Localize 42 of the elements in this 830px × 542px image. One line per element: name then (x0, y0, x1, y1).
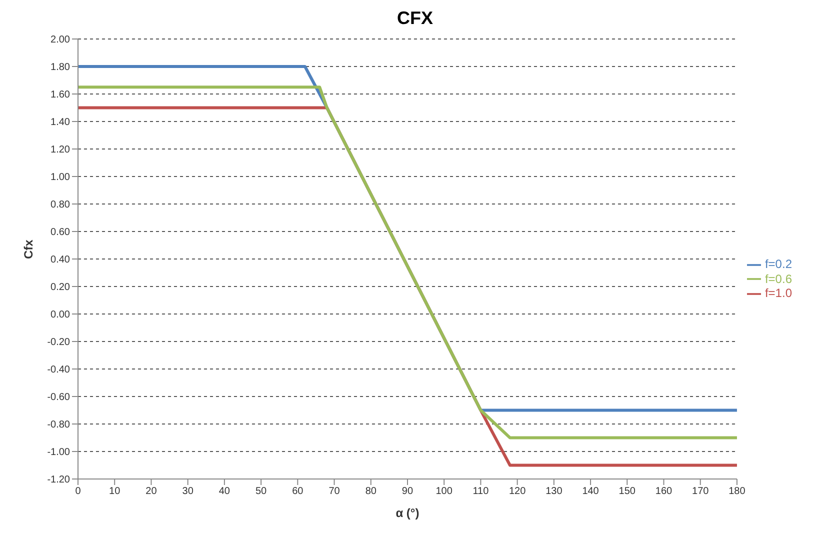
x-axis-title: α (°) (396, 506, 420, 520)
x-tick-label: 160 (655, 486, 673, 498)
y-tick-label: 1.40 (50, 117, 70, 128)
x-tick-label: 70 (328, 486, 340, 498)
y-tick-label: 0.00 (50, 310, 70, 321)
x-tick-label: 180 (728, 486, 746, 498)
legend-label: f=0.6 (764, 272, 792, 286)
x-tick-label: 100 (436, 486, 453, 498)
x-tick-label: 110 (472, 486, 490, 498)
y-tick-label: 1.20 (50, 144, 70, 156)
x-tick-label: 50 (255, 486, 268, 498)
y-tick-label: 1.60 (50, 90, 70, 101)
x-tick-label: 120 (508, 486, 526, 498)
y-tick-label: -0.20 (47, 337, 70, 348)
y-tick-label: 1.00 (50, 172, 70, 184)
x-tick-label: 0 (75, 486, 82, 498)
legend-label: f=0.2 (764, 256, 792, 271)
y-tick-label: -0.60 (47, 392, 70, 404)
y-tick-label: 2.00 (50, 34, 70, 46)
x-tick-label: 20 (146, 486, 158, 498)
y-tick-label: 1.80 (50, 62, 70, 74)
y-tick-label: 0.40 (50, 254, 70, 266)
chart-title: CFX (396, 8, 434, 29)
x-tick-label: 170 (692, 486, 710, 498)
y-tick-label: -1.20 (47, 474, 70, 486)
x-tick-label: 40 (218, 486, 230, 498)
x-tick-label: 60 (292, 486, 304, 498)
legend-label: f=1.0 (764, 286, 792, 300)
x-tick-label: 90 (402, 486, 414, 498)
x-tick-label: 140 (582, 486, 600, 498)
y-tick-label: -0.40 (47, 364, 70, 376)
y-tick-label: -1.00 (47, 447, 70, 458)
x-tick-label: 150 (618, 486, 636, 498)
y-tick-label: -0.80 (47, 420, 70, 431)
x-tick-label: 80 (365, 486, 377, 498)
y-tick-label: 0.60 (50, 227, 70, 238)
x-tick-label: 10 (109, 486, 121, 498)
y-tick-label: 0.20 (50, 282, 70, 294)
x-tick-label: 30 (182, 486, 194, 498)
y-axis-title: Cfx (21, 239, 36, 259)
y-tick-label: 0.80 (50, 200, 70, 211)
x-tick-label: 130 (546, 486, 563, 498)
